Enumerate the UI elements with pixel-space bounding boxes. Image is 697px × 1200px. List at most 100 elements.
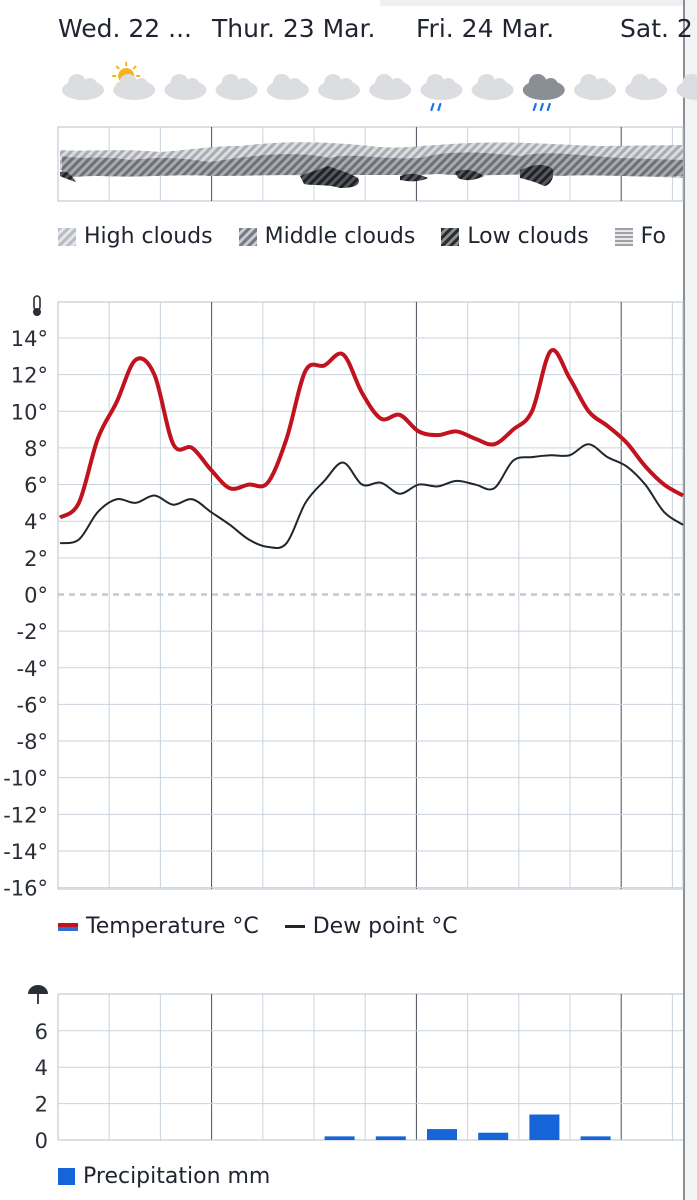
umbrella-canopy — [28, 985, 48, 994]
thermometer-bulb — [33, 308, 41, 316]
cloud-icon — [574, 74, 616, 100]
cloud-puff — [324, 74, 342, 92]
y-tick-label: -10° — [3, 767, 48, 791]
cloud-puff — [580, 74, 598, 92]
legend-dew-point-label: Dew point °C — [312, 914, 458, 939]
cloud-puff — [287, 78, 302, 92]
rain-drop — [430, 102, 435, 112]
cloud-icon — [318, 74, 360, 100]
precipitation-legend: Precipitation mm — [58, 1164, 296, 1189]
legend-middle-clouds-label: Middle clouds — [264, 224, 416, 249]
rain-drop — [546, 102, 551, 112]
cloud-icon — [625, 74, 668, 100]
day-label-0: Wed. 22 ... — [58, 14, 192, 43]
rain-drop — [532, 102, 537, 112]
cloud-puff — [543, 78, 558, 92]
temperature-chart: 14° 12° 10° 8° 6° 4° 2° 0° -2° -4° -6° -8° -10° -12° -… — [3, 295, 685, 901]
middle-clouds-swatch — [238, 227, 257, 246]
precipitation-bar — [375, 1136, 406, 1140]
legend-temperature-label: Temperature °C — [86, 914, 259, 939]
weather-icons-row — [62, 62, 697, 112]
y-tick-label: 6 — [35, 1020, 48, 1044]
low-clouds-swatch — [441, 227, 460, 246]
precipitation-bar — [580, 1136, 611, 1140]
cloud-puff — [477, 74, 496, 92]
y-tick-label: -6° — [17, 693, 48, 717]
legend-middle-clouds[interactable]: Middle clouds — [238, 224, 416, 249]
temperature-swatch — [58, 922, 78, 931]
temperature-legend: Temperature °C Dew point °C — [58, 914, 484, 939]
legend-dew-point[interactable]: Dew point °C — [284, 914, 458, 939]
cloud-icon — [164, 74, 207, 100]
y-tick-label: 4° — [24, 510, 48, 534]
cloud-puff — [682, 74, 697, 92]
legend-low-clouds-label: Low clouds — [467, 224, 589, 249]
thermometer-icon — [33, 295, 41, 316]
cloud-icon — [369, 74, 412, 100]
y-tick-label: -12° — [3, 803, 48, 827]
cloud-icon — [62, 74, 104, 100]
cloud-icon — [266, 74, 309, 100]
cloud-puff — [375, 74, 394, 92]
y-tick-label: 0° — [24, 583, 48, 607]
precipitation-chart: 6 4 2 0 — [28, 985, 683, 1153]
rain-icon — [522, 74, 565, 112]
y-tick-label: -14° — [3, 840, 48, 864]
legend-temperature[interactable]: Temperature °C — [58, 914, 259, 939]
cloud-legend: High clouds Middle clouds Low clouds Fo — [58, 224, 692, 249]
cloud-icon — [471, 74, 514, 100]
day-label-1: Thur. 23 Mar. — [212, 14, 376, 43]
scroll-edge[interactable] — [683, 0, 697, 1200]
y-tick-label: 8° — [24, 437, 48, 461]
cloud-puff — [236, 78, 251, 92]
cloud-icon — [215, 74, 258, 100]
sun-ray — [132, 65, 137, 70]
legend-low-clouds[interactable]: Low clouds — [441, 224, 589, 249]
y-tick-label: 4 — [35, 1056, 48, 1080]
cloud-puff — [426, 74, 445, 92]
cloud-puff — [528, 74, 547, 92]
y-tick-label: -16° — [3, 877, 48, 901]
day-label-3: Sat. 2 — [620, 14, 693, 43]
precipitation-swatch — [58, 1168, 75, 1185]
legend-high-clouds-label: High clouds — [84, 224, 213, 249]
cloud-puff — [68, 74, 86, 92]
thermometer-tube — [33, 295, 41, 311]
y-tick-label: -8° — [17, 730, 48, 754]
y-tick-label: 2 — [35, 1093, 48, 1117]
light-rain-icon — [420, 74, 463, 112]
low-clouds-area — [60, 164, 554, 188]
cloud-puff — [83, 78, 97, 92]
dew-point-swatch — [284, 925, 305, 928]
temperature-line — [58, 348, 685, 520]
cloud-icon — [676, 74, 697, 100]
day-label-2: Fri. 24 Mar. — [416, 14, 555, 43]
y-tick-label: 6° — [24, 474, 48, 498]
legend-precipitation-label: Precipitation mm — [83, 1164, 271, 1189]
rain-drop — [539, 102, 544, 112]
cloud-puff — [441, 78, 456, 92]
rain-drop — [437, 102, 442, 112]
umbrella-icon — [28, 985, 48, 1004]
cloud-puff — [134, 78, 149, 92]
cloud-puff — [185, 78, 200, 92]
cloud-puff — [339, 78, 353, 92]
cloud-puff — [119, 74, 138, 92]
dew-point-line — [59, 443, 684, 549]
legend-high-clouds[interactable]: High clouds — [58, 224, 213, 249]
high-clouds-swatch — [58, 227, 76, 246]
sun-ray — [115, 65, 120, 70]
y-tick-label: 14° — [11, 327, 48, 351]
cloud-puff — [631, 74, 650, 92]
cloud-puff — [595, 78, 609, 92]
precipitation-bar — [324, 1136, 355, 1140]
y-tick-label: 0 — [35, 1129, 48, 1153]
legend-fog[interactable]: Fo — [614, 224, 666, 249]
precipitation-bar — [529, 1114, 560, 1140]
cloud-puff — [492, 78, 507, 92]
y-tick-label: 2° — [24, 547, 48, 571]
top-scroll-shadow — [380, 0, 683, 6]
cloud-puff — [170, 74, 189, 92]
legend-precipitation[interactable]: Precipitation mm — [58, 1164, 270, 1189]
y-tick-label: 12° — [11, 364, 48, 388]
